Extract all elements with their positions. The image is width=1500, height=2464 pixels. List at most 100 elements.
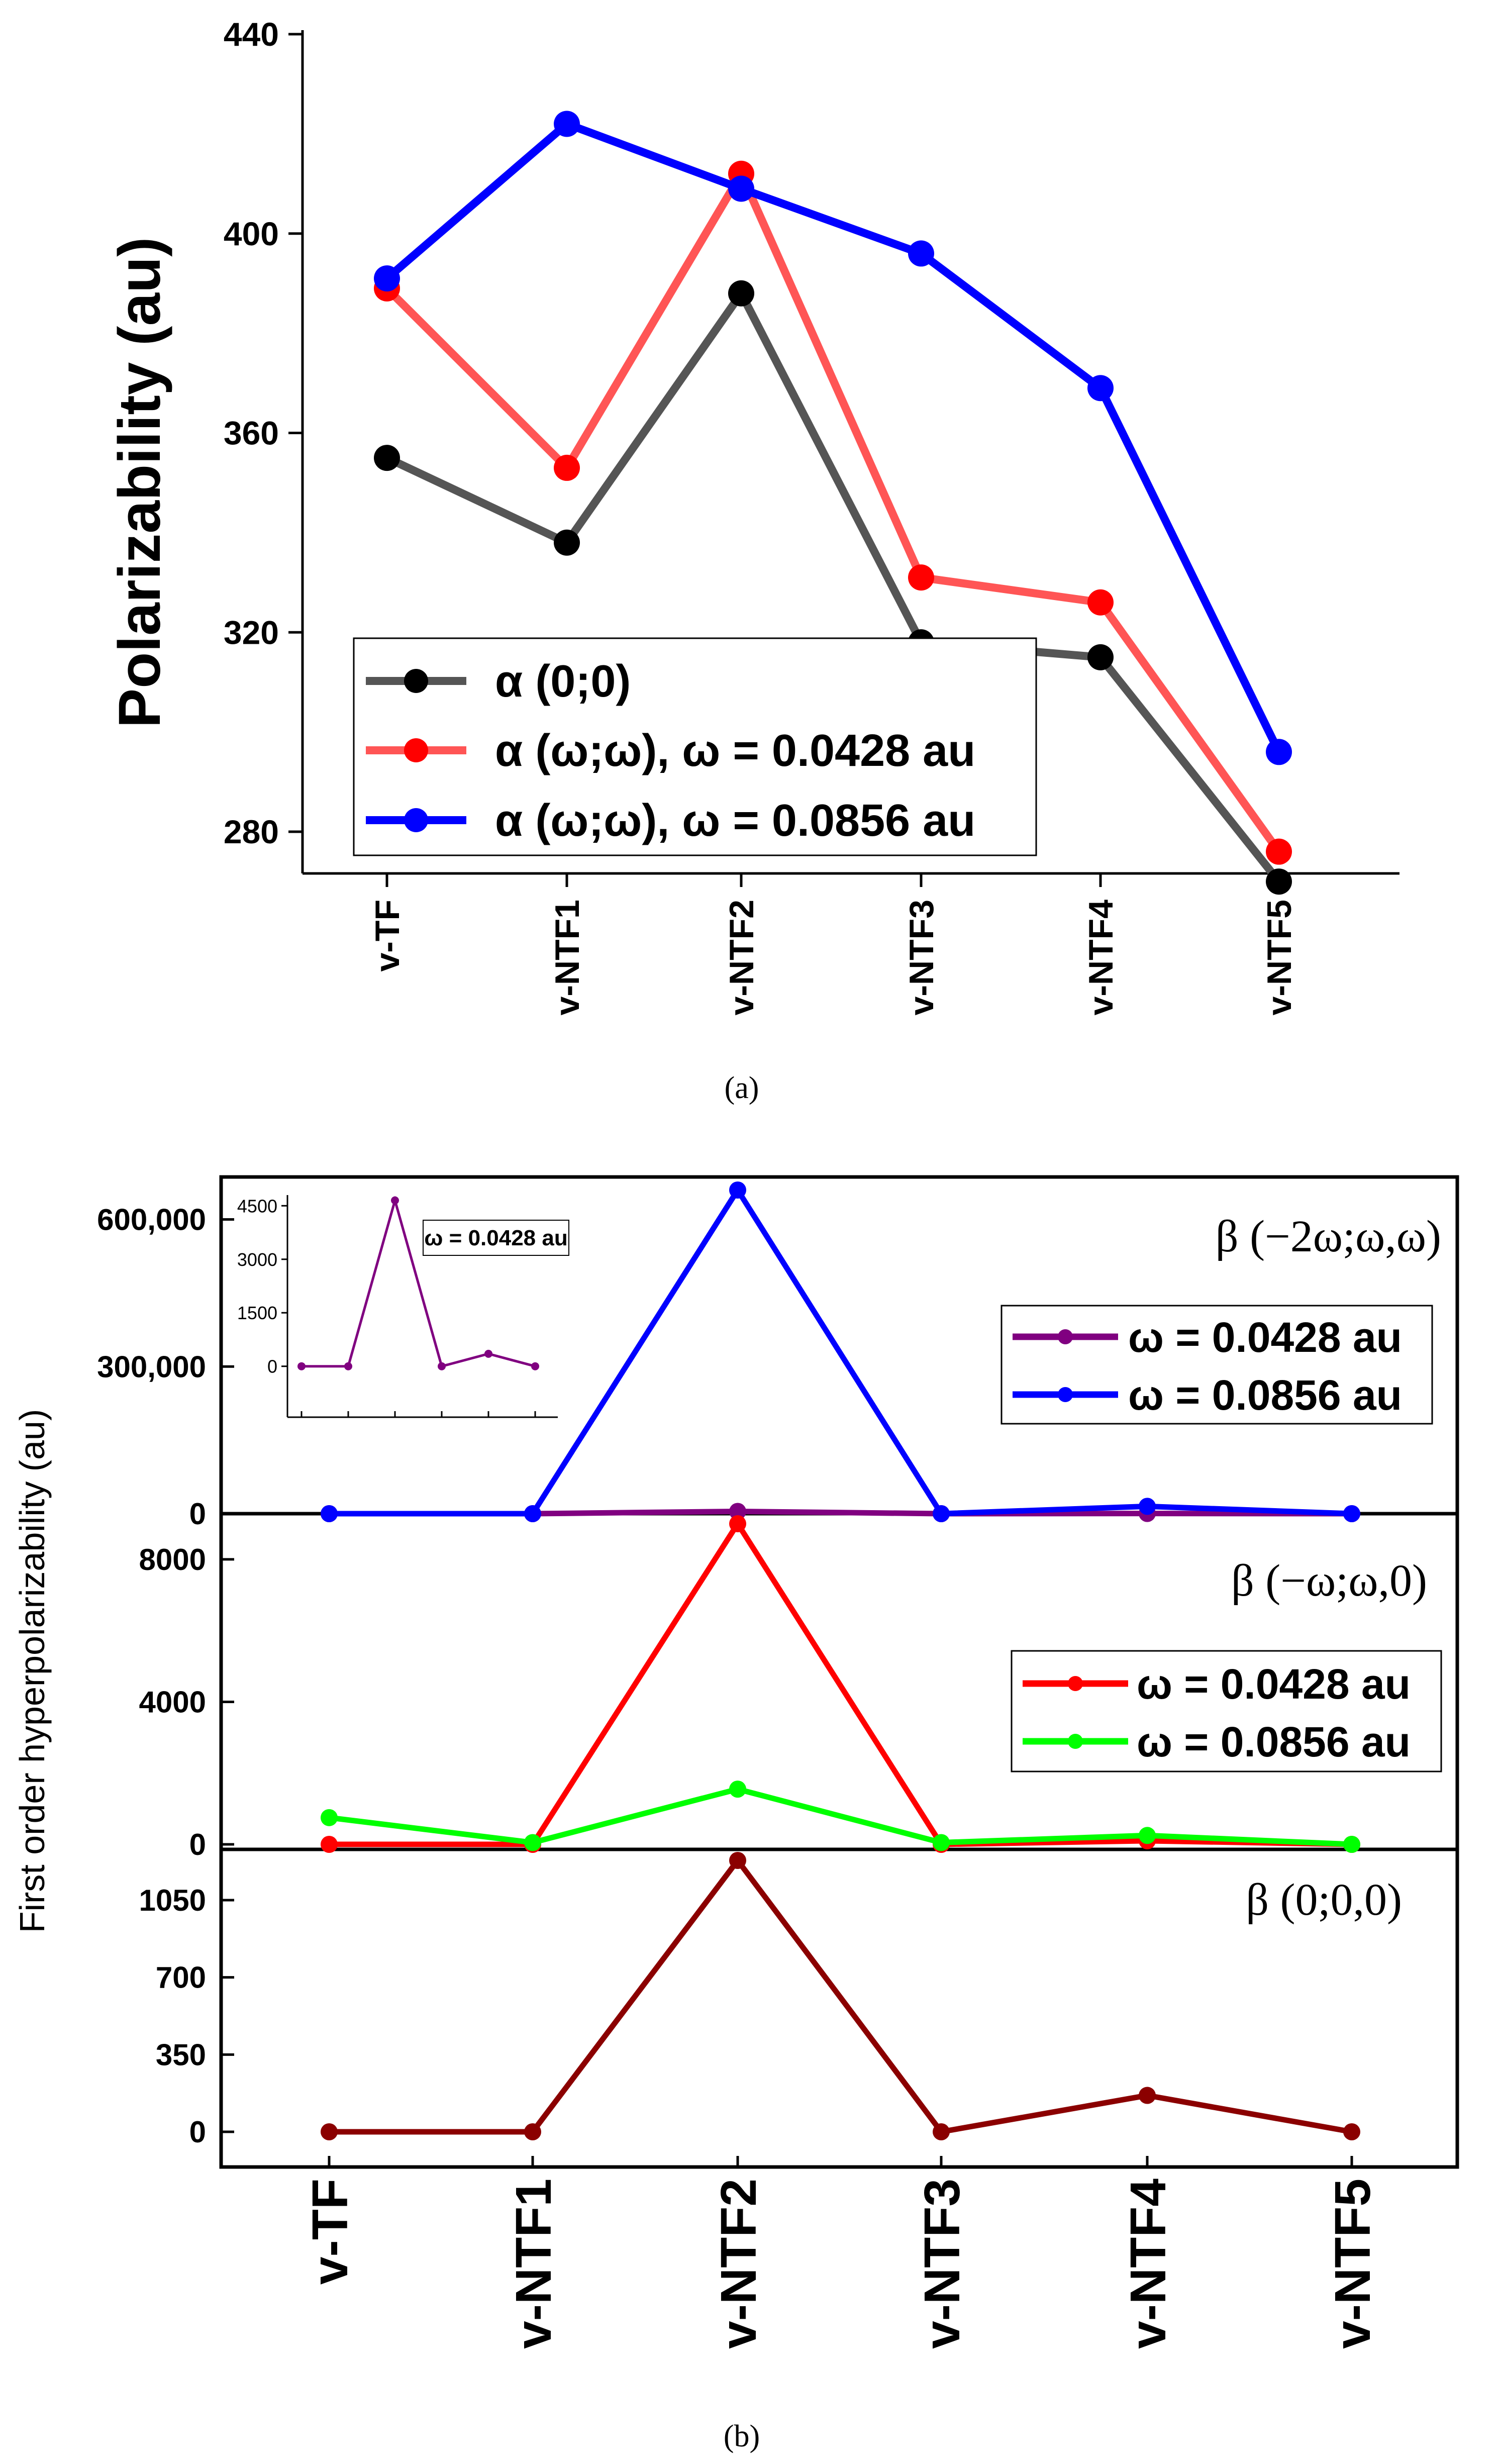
b1-legend-label-0428: ω = 0.0428 au — [1128, 1314, 1402, 1361]
b-data-point — [1139, 2087, 1156, 2104]
a-legend-marker-alpha-0856 — [404, 808, 428, 832]
b-y-tick-label: 1050 — [139, 1884, 206, 1917]
b-series-group — [321, 1181, 1360, 2140]
a-data-point — [1266, 739, 1292, 765]
a-legend-label-alpha-0856: α (ω;ω), ω = 0.0856 au — [495, 796, 975, 846]
b-data-point — [729, 1181, 746, 1199]
a-data-point — [1266, 838, 1292, 865]
a-x-tick-label: v-TF — [368, 900, 407, 972]
b2-series-line-0 — [329, 1521, 1352, 1847]
b-x-tick-label: v-NTF5 — [1325, 2179, 1381, 2349]
b-data-point — [524, 2123, 541, 2140]
b2-legend-marker-0856 — [1068, 1734, 1083, 1749]
b-data-point — [524, 1505, 541, 1522]
a-y-tick-label: 400 — [224, 215, 279, 252]
b2-legend-box — [1011, 1650, 1442, 1772]
b1-inset-tick-label: 0 — [267, 1356, 277, 1377]
a-y-tick-label: 280 — [224, 813, 279, 850]
b1-inset-point — [531, 1362, 539, 1370]
panel-a-chart: 440 400 360 320 280 v-TF v-NTF1 v-NTF2 v-NTF3 v-N… — [107, 16, 1399, 1105]
b-y-tick-label: 4000 — [139, 1685, 206, 1719]
b-data-point — [1343, 1836, 1360, 1853]
a-y-axis-label: Polarizability (au) — [107, 237, 173, 728]
b2-legend-label-0428: ω = 0.0428 au — [1137, 1660, 1411, 1708]
a-data-point — [374, 445, 400, 471]
b1-inset-point — [297, 1362, 306, 1370]
b-data-point — [321, 2123, 338, 2140]
b-data-point — [729, 1852, 746, 1869]
b1-series-line-1 — [329, 1187, 1352, 1517]
b1-legend-label-0856: ω = 0.0856 au — [1128, 1371, 1402, 1419]
a-legend-marker-alpha-0428 — [404, 738, 428, 762]
a-data-point — [554, 111, 580, 137]
a-series-line-2 — [384, 120, 1283, 754]
b-y-axis-label: First order hyperpolarizability (au) — [13, 1409, 52, 1933]
b-data-point — [1139, 1827, 1156, 1844]
b2-legend-marker-0428 — [1068, 1676, 1083, 1691]
a-data-point — [728, 175, 754, 202]
a-legend-label-alpha00: α (0;0) — [495, 656, 631, 707]
b3-series-line-0 — [329, 1857, 1352, 2135]
b1-inset-tick-label: 3000 — [237, 1249, 277, 1270]
b-data-point — [933, 1834, 950, 1851]
a-y-tick-label: 440 — [224, 16, 279, 53]
b-y-tick-label: 0 — [189, 1497, 206, 1531]
b1-inset-label-box — [423, 1220, 569, 1256]
b1-inset-label: ω = 0.0428 au — [424, 1226, 567, 1250]
b-x-tick-label: v-TF — [302, 2179, 358, 2285]
b1-inset-point — [438, 1362, 446, 1370]
b1-inset: 0 1500 3000 4500 ω = 0.0428 au — [237, 1195, 569, 1418]
a-series-group — [374, 111, 1292, 895]
b-data-point — [729, 1503, 746, 1520]
a-data-point — [1087, 375, 1114, 402]
a-x-tick-label: v-NTF4 — [1082, 900, 1120, 1016]
b1-subplot-label: β (−2ω;ω,ω) — [1216, 1212, 1441, 1261]
b-data-point — [321, 1505, 338, 1522]
a-legend-box — [353, 637, 1037, 856]
a-tick-group: 440 400 360 320 280 v-TF v-NTF1 v-NTF2 v-NTF3 v-N… — [224, 16, 1298, 1015]
b-data-point — [729, 1781, 746, 1798]
b-x-tick-label: v-NTF2 — [711, 2179, 767, 2349]
a-x-tick-label: v-NTF2 — [723, 900, 761, 1015]
panel-b-chart: 0 300,000 600,000 0 4000 8000 0 350 700 1050 v-TF v… — [13, 1175, 1459, 2453]
a-panel-caption: (a) — [725, 1071, 759, 1105]
b1-legend-marker-0428 — [1058, 1329, 1073, 1344]
a-x-tick-label: v-NTF5 — [1260, 900, 1298, 1015]
a-data-point — [554, 454, 580, 481]
a-data-point — [908, 564, 934, 591]
b-y-tick-label: 600,000 — [97, 1203, 206, 1237]
b-y-tick-label: 700 — [156, 1961, 206, 1995]
a-x-tick-label: v-NTF3 — [903, 900, 941, 1015]
b1-legend-marker-0856 — [1058, 1387, 1073, 1402]
b1-inset-line — [302, 1196, 536, 1368]
a-y-tick-label: 320 — [224, 614, 279, 651]
a-x-tick-label: v-NTF1 — [548, 900, 586, 1015]
b-frame — [219, 1175, 1459, 2169]
b2-legend: ω = 0.0428 au ω = 0.0856 au — [1011, 1650, 1442, 1772]
b-y-tick-label: 0 — [189, 1828, 206, 1861]
b-y-tick-label: 0 — [189, 2115, 206, 2149]
a-data-point — [374, 265, 400, 292]
b-data-point — [321, 1836, 338, 1853]
b-data-point — [1343, 1505, 1360, 1522]
b1-inset-point — [391, 1196, 399, 1205]
b1-inset-point — [484, 1349, 492, 1358]
b-x-tick-label: v-NTF1 — [506, 2179, 562, 2349]
b1-legend: ω = 0.0428 au ω = 0.0856 au — [1001, 1305, 1433, 1425]
b1-inset-plot: 0 1500 3000 4500 — [237, 1195, 558, 1418]
a-series-line-1 — [384, 169, 1282, 854]
b1-legend-box — [1001, 1305, 1433, 1425]
b1-inset-point — [344, 1362, 352, 1370]
b-panel-caption: (b) — [724, 2419, 760, 2453]
b2-legend-label-0856: ω = 0.0856 au — [1137, 1718, 1411, 1765]
b-y-tick-label: 300,000 — [97, 1350, 206, 1384]
b-y-tick-label: 8000 — [139, 1543, 206, 1576]
a-data-point — [728, 280, 754, 307]
b-data-point — [321, 1809, 338, 1826]
a-data-point — [1266, 868, 1292, 895]
b-tick-group: 0 300,000 600,000 0 4000 8000 0 350 700 1050 v-TF v… — [97, 1203, 1381, 2349]
a-data-point — [908, 240, 934, 267]
b-x-tick-label: v-NTF4 — [1120, 2179, 1176, 2349]
a-data-point — [554, 529, 580, 556]
